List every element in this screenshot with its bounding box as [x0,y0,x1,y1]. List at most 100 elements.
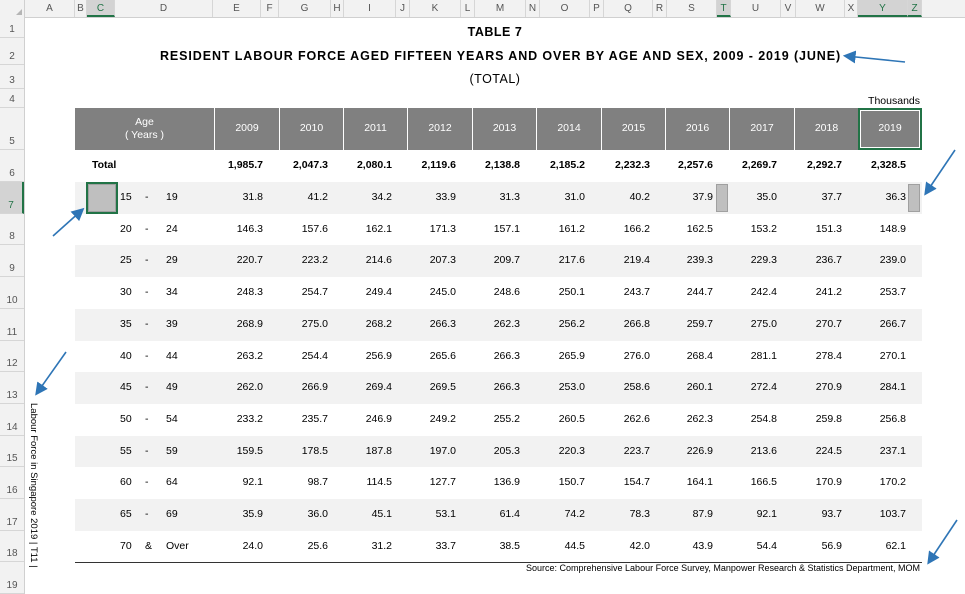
cell-70-2017[interactable]: 54.4 [756,540,777,552]
age-sep-1[interactable]: - [145,223,149,235]
cell-45-2016[interactable]: 260.1 [686,381,713,393]
age-sep-11[interactable]: & [145,540,153,552]
row-header-14[interactable]: 14 [0,404,24,436]
cell-60-2010[interactable]: 98.7 [307,476,328,488]
cell-55-2012[interactable]: 197.0 [429,445,456,457]
age-to-8[interactable]: 59 [166,445,178,457]
cell-45-2010[interactable]: 266.9 [301,381,328,393]
age-sep-10[interactable]: - [145,508,149,520]
cell-50-2017[interactable]: 254.8 [750,413,777,425]
cell-30-2019[interactable]: 253.7 [879,286,906,298]
total-value-2019[interactable]: 2,328.5 [870,159,906,171]
cell-70-2016[interactable]: 43.9 [692,540,713,552]
cell-65-2015[interactable]: 78.3 [629,508,650,520]
cell-20-2016[interactable]: 162.5 [686,223,713,235]
cell-20-2013[interactable]: 157.1 [493,223,520,235]
total-value-2010[interactable]: 2,047.3 [292,159,328,171]
cell-65-2017[interactable]: 92.1 [756,508,777,520]
age-to-1[interactable]: 24 [166,223,178,235]
cell-25-2012[interactable]: 207.3 [429,254,456,266]
column-header-i[interactable]: I [344,0,396,17]
shape-z7[interactable] [908,184,920,212]
cell-25-2009[interactable]: 220.7 [236,254,263,266]
cell-45-2011[interactable]: 269.4 [365,381,392,393]
cell-55-2016[interactable]: 226.9 [686,445,713,457]
age-from-10[interactable]: 65 [120,508,132,520]
cell-45-2018[interactable]: 270.9 [815,381,842,393]
age-from-1[interactable]: 20 [120,223,132,235]
cell-30-2010[interactable]: 254.7 [301,286,328,298]
cell-65-2014[interactable]: 74.2 [564,508,585,520]
row-header-11[interactable]: 11 [0,309,24,341]
cell-65-2019[interactable]: 103.7 [879,508,906,520]
total-label[interactable]: Total [92,159,117,171]
age-to-10[interactable]: 69 [166,508,178,520]
table-subtitle[interactable]: RESIDENT LABOUR FORCE AGED FIFTEEN YEARS… [160,49,842,63]
row-header-19[interactable]: 19 [0,562,24,594]
cell-55-2015[interactable]: 223.7 [623,445,650,457]
year-header-2017[interactable]: 2017 [729,108,794,150]
row-header-4[interactable]: 4 [0,89,24,108]
age-from-9[interactable]: 60 [120,476,132,488]
total-value-2015[interactable]: 2,232.3 [614,159,650,171]
cell-35-2018[interactable]: 270.7 [815,318,842,330]
cell-20-2009[interactable]: 146.3 [236,223,263,235]
cell-25-2011[interactable]: 214.6 [365,254,392,266]
cell-40-2015[interactable]: 276.0 [623,350,650,362]
cell-65-2018[interactable]: 93.7 [821,508,842,520]
cell-15-2018[interactable]: 37.7 [821,191,842,203]
cell-40-2013[interactable]: 266.3 [493,350,520,362]
cell-50-2018[interactable]: 259.8 [815,413,842,425]
cell-20-2015[interactable]: 166.2 [623,223,650,235]
cell-65-2009[interactable]: 35.9 [242,508,263,520]
row-header-7[interactable]: 7 [0,182,24,214]
cell-30-2015[interactable]: 243.7 [623,286,650,298]
age-sep-8[interactable]: - [145,445,149,457]
cell-35-2012[interactable]: 266.3 [429,318,456,330]
year-header-2013[interactable]: 2013 [472,108,536,150]
row-header-18[interactable]: 18 [0,531,24,562]
column-header-w[interactable]: W [796,0,845,17]
cell-35-2019[interactable]: 266.7 [879,318,906,330]
cell-70-2018[interactable]: 56.9 [821,540,842,552]
cell-45-2015[interactable]: 258.6 [623,381,650,393]
cell-60-2015[interactable]: 154.7 [623,476,650,488]
total-value-2013[interactable]: 2,138.8 [484,159,520,171]
age-from-2[interactable]: 25 [120,254,132,266]
age-to-2[interactable]: 29 [166,254,178,266]
cell-50-2015[interactable]: 262.6 [623,413,650,425]
column-header-f[interactable]: F [261,0,279,17]
column-header-o[interactable]: O [540,0,590,17]
cell-15-2010[interactable]: 41.2 [307,191,328,203]
cell-30-2009[interactable]: 248.3 [236,286,263,298]
cell-15-2015[interactable]: 40.2 [629,191,650,203]
cell-45-2017[interactable]: 272.4 [750,381,777,393]
selected-cell-c7[interactable] [86,182,118,214]
cell-30-2011[interactable]: 249.4 [365,286,392,298]
column-header-s[interactable]: S [667,0,717,17]
year-header-2014[interactable]: 2014 [536,108,601,150]
age-to-7[interactable]: 54 [166,413,178,425]
cell-15-2011[interactable]: 34.2 [371,191,392,203]
cell-45-2012[interactable]: 269.5 [429,381,456,393]
column-header-a[interactable]: A [25,0,75,17]
year-header-2018[interactable]: 2018 [794,108,858,150]
age-sep-6[interactable]: - [145,381,149,393]
table-title[interactable]: TABLE 7 [467,25,523,39]
cell-20-2019[interactable]: 148.9 [879,223,906,235]
row-header-15[interactable]: 15 [0,436,24,467]
cell-55-2011[interactable]: 187.8 [365,445,392,457]
cell-55-2014[interactable]: 220.3 [558,445,585,457]
cell-60-2012[interactable]: 127.7 [429,476,456,488]
cell-70-2015[interactable]: 42.0 [629,540,650,552]
cell-40-2010[interactable]: 254.4 [301,350,328,362]
age-from-3[interactable]: 30 [120,286,132,298]
row-header-16[interactable]: 16 [0,467,24,499]
cell-20-2011[interactable]: 162.1 [365,223,392,235]
age-from-4[interactable]: 35 [120,318,132,330]
cell-50-2019[interactable]: 256.8 [879,413,906,425]
age-to-11[interactable]: Over [166,540,189,552]
age-to-3[interactable]: 34 [166,286,178,298]
cell-15-2019[interactable]: 36.3 [885,191,906,203]
column-header-g[interactable]: G [279,0,331,17]
